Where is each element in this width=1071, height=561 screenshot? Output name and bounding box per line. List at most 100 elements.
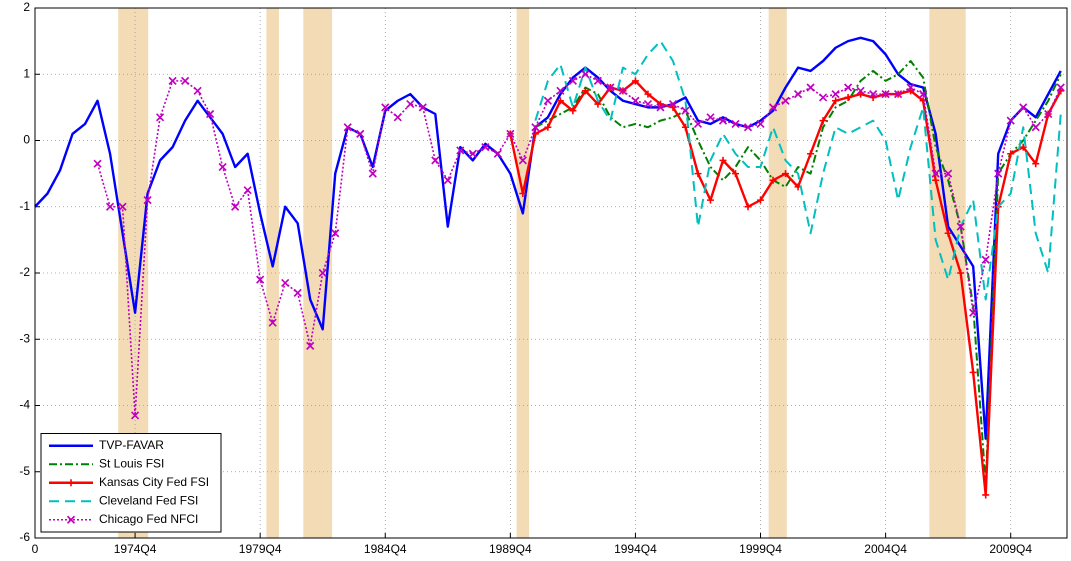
marker <box>706 196 714 204</box>
marker <box>932 176 940 184</box>
y-tick-label: 1 <box>23 66 30 80</box>
marker <box>568 76 577 85</box>
marker <box>1019 143 1027 151</box>
y-tick-label: -2 <box>19 265 30 279</box>
marker <box>844 83 853 92</box>
recession-band <box>266 8 279 538</box>
marker <box>881 90 890 99</box>
marker <box>732 170 740 178</box>
marker <box>644 90 652 98</box>
y-tick-label: -3 <box>19 331 30 345</box>
x-tick-label: 2009Q4 <box>989 542 1032 556</box>
y-tick-label: -6 <box>19 530 30 544</box>
marker <box>919 90 928 99</box>
series-line <box>534 60 1062 486</box>
x-tick-label: 0 <box>32 542 39 556</box>
marker <box>431 156 440 165</box>
marker <box>593 76 602 85</box>
marker <box>356 129 365 138</box>
marker <box>931 169 940 178</box>
legend-label: St Louis FSI <box>99 456 164 470</box>
marker <box>66 515 76 524</box>
marker <box>293 288 302 297</box>
marker <box>831 90 840 99</box>
marker <box>544 123 552 131</box>
marker <box>67 479 75 487</box>
marker <box>806 83 815 92</box>
legend-label: Chicago Fed NFCI <box>99 512 198 526</box>
x-tick-label: 1994Q4 <box>614 542 657 556</box>
marker <box>143 196 152 205</box>
marker <box>556 97 564 105</box>
x-tick-label: 2004Q4 <box>864 542 907 556</box>
marker <box>531 123 540 132</box>
x-tick-label: 1979Q4 <box>239 542 282 556</box>
marker <box>956 222 965 231</box>
marker <box>982 491 990 499</box>
marker <box>906 83 915 92</box>
y-tick-label: -5 <box>19 464 30 478</box>
marker <box>1019 103 1028 112</box>
marker <box>944 229 952 237</box>
marker <box>656 103 665 112</box>
marker <box>156 113 165 122</box>
marker <box>819 93 828 102</box>
marker <box>131 411 140 420</box>
marker <box>718 116 728 125</box>
marker <box>643 99 653 109</box>
marker <box>693 119 703 129</box>
marker <box>1031 123 1040 132</box>
marker <box>832 97 840 105</box>
marker <box>668 99 678 109</box>
marker <box>769 176 777 184</box>
marker <box>1007 150 1015 158</box>
marker <box>631 77 639 85</box>
y-tick-label: -1 <box>19 199 30 213</box>
marker <box>118 202 127 211</box>
marker <box>331 229 340 238</box>
marker <box>1056 83 1065 92</box>
marker <box>819 117 827 125</box>
series-line <box>534 40 1062 301</box>
marker <box>543 96 552 105</box>
marker <box>481 143 490 152</box>
marker <box>306 341 315 350</box>
x-tick-label: 1999Q4 <box>739 542 782 556</box>
legend: TVP-FAVAR St Louis FSI Kansas City Fed FSI… <box>40 433 222 533</box>
legend-label: Kansas City Fed FSI <box>99 475 209 489</box>
marker <box>757 196 765 204</box>
marker <box>168 76 177 85</box>
marker <box>856 86 865 95</box>
marker <box>519 190 527 197</box>
marker <box>243 186 252 195</box>
marker <box>418 103 427 112</box>
marker <box>318 268 327 278</box>
marker <box>981 255 990 264</box>
marker <box>443 176 452 185</box>
x-tick-label: 1974Q4 <box>114 542 157 556</box>
marker <box>844 93 852 101</box>
marker <box>343 123 352 132</box>
marker <box>581 87 589 95</box>
marker <box>969 368 977 376</box>
marker <box>957 269 965 277</box>
marker <box>694 170 702 178</box>
marker <box>218 162 227 172</box>
marker <box>468 149 477 158</box>
legend-label: TVP-FAVAR <box>99 438 164 452</box>
marker <box>719 156 727 164</box>
marker <box>631 96 640 105</box>
legend-label: Cleveland Fed FSI <box>99 493 198 507</box>
marker <box>894 90 903 99</box>
marker <box>231 202 240 211</box>
marker <box>493 149 502 158</box>
y-tick-label: 2 <box>23 0 30 14</box>
plot-frame <box>34 7 1068 539</box>
x-tick-label: 1989Q4 <box>489 542 532 556</box>
marker <box>268 318 277 327</box>
marker <box>706 113 715 122</box>
marker <box>456 146 465 155</box>
marker <box>569 107 577 115</box>
marker <box>406 99 415 109</box>
marker <box>756 119 765 129</box>
